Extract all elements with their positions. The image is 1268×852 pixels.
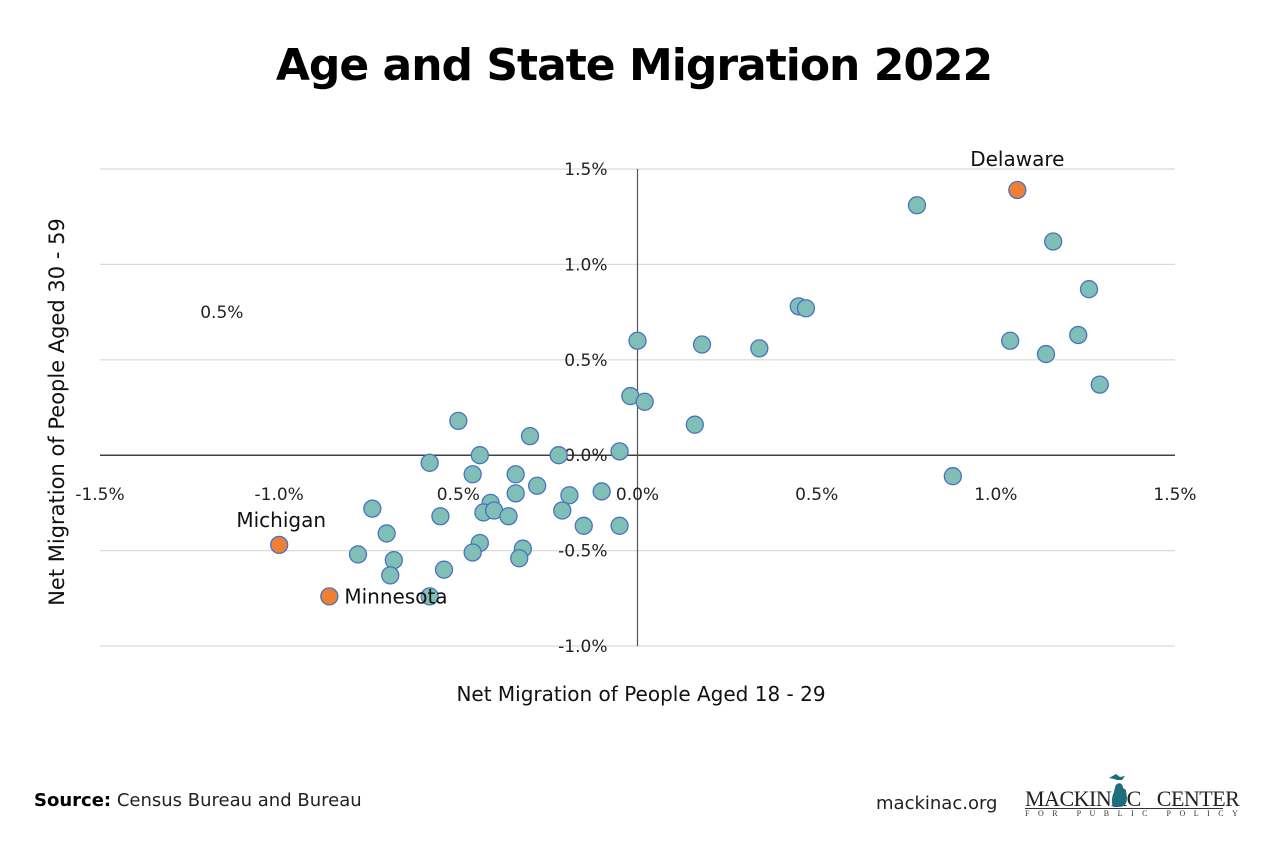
data-point: [1079, 280, 1099, 299]
highlight-point-minnesota: [320, 587, 339, 606]
source-label: Source:: [34, 790, 112, 811]
data-point: [420, 587, 439, 606]
y-tick-label: -1.0%: [558, 637, 607, 657]
chart-title: Age and State Migration 2022: [275, 40, 993, 91]
mackinac-center-logo[interactable]: MACKINAC CENTER FOR PUBLIC POLICY: [1025, 772, 1247, 818]
data-point: [907, 196, 927, 215]
data-point: [506, 465, 525, 484]
data-point: [750, 339, 769, 358]
data-point: [348, 545, 368, 564]
y-tick-label: 1.0%: [564, 255, 607, 275]
y-tick-label: 0.0%: [564, 446, 607, 466]
data-point: [463, 465, 482, 484]
highlight-point-michigan: [270, 535, 289, 555]
data-point: [685, 415, 704, 434]
highlight-point-delaware: [1008, 180, 1027, 200]
michigan-map-icon: [1109, 774, 1127, 807]
data-point: [635, 392, 654, 411]
data-point: [377, 524, 396, 543]
data-point: [1044, 232, 1063, 251]
data-point: [449, 411, 468, 431]
data-point: [628, 331, 647, 350]
y-tick-label: 1.5%: [564, 160, 607, 180]
data-point: [363, 499, 382, 518]
logo-subtitle: FOR PUBLIC POLICY: [1025, 809, 1247, 818]
x-tick-label: 0.5%: [437, 485, 480, 505]
data-point: [692, 335, 712, 354]
y-tick-label: -0.5%: [558, 542, 607, 562]
x-axis-label: Net Migration of People Aged 18 - 29: [456, 682, 826, 706]
y-tick-labels: 1.5% 1.0% 0.5% 0.0% -0.5% -1.0% 0.5%: [200, 160, 607, 657]
data-point: [506, 484, 525, 503]
logo-rule: [1025, 808, 1223, 809]
data-point: [943, 467, 962, 486]
data-point: [610, 442, 629, 461]
x-tick-label: 1.5%: [1153, 485, 1196, 505]
data-point: [528, 476, 547, 495]
data-point: [463, 543, 482, 562]
source-text: Census Bureau and Bureau: [116, 790, 362, 811]
y-axis-label: Net Migration of People Aged 30 - 59: [45, 218, 69, 606]
data-point: [381, 566, 400, 585]
data-point: [592, 482, 611, 501]
data-point: [420, 453, 439, 472]
data-point: [470, 446, 489, 465]
data-point: [384, 550, 403, 570]
data-point: [1001, 331, 1020, 350]
data-point: [574, 516, 593, 535]
data-point: [1036, 344, 1056, 364]
data-point: [560, 486, 579, 505]
annotations: Delaware Michigan Minnesota: [236, 147, 1064, 608]
x-tick-label: 1.0%: [974, 485, 1017, 505]
x-tick-labels: -1.5% -1.0% 0.5% 0.0% 0.5% 1.0% 1.5%: [75, 485, 1196, 505]
data-points: [270, 180, 1109, 606]
data-point: [1069, 325, 1088, 345]
x-tick-label: 0.0%: [616, 485, 659, 505]
x-tick-label: 0.5%: [795, 485, 838, 505]
data-point: [520, 426, 540, 446]
data-point: [796, 299, 816, 318]
data-point: [1090, 375, 1109, 394]
data-point: [549, 446, 568, 465]
source-note: Source: Census Bureau and Bureau: [34, 790, 362, 811]
data-point: [610, 516, 629, 535]
data-point: [434, 560, 454, 579]
x-tick-label: -1.0%: [255, 485, 304, 505]
site-url[interactable]: mackinac.org: [876, 793, 998, 814]
x-tick-label: -1.5%: [75, 485, 124, 505]
annotation-michigan: Michigan: [236, 508, 326, 532]
data-point: [431, 507, 450, 526]
logo-name-right: CENTER: [1156, 786, 1240, 811]
y-tick-label: 0.5%: [564, 351, 607, 371]
data-point: [553, 501, 572, 520]
data-point: [499, 507, 518, 526]
axes: [100, 169, 1175, 646]
data-point: [510, 549, 529, 568]
annotation-minnesota: Minnesota: [344, 584, 447, 608]
annotation-delaware: Delaware: [970, 147, 1064, 171]
stray-tick-label: 0.5%: [200, 303, 243, 323]
